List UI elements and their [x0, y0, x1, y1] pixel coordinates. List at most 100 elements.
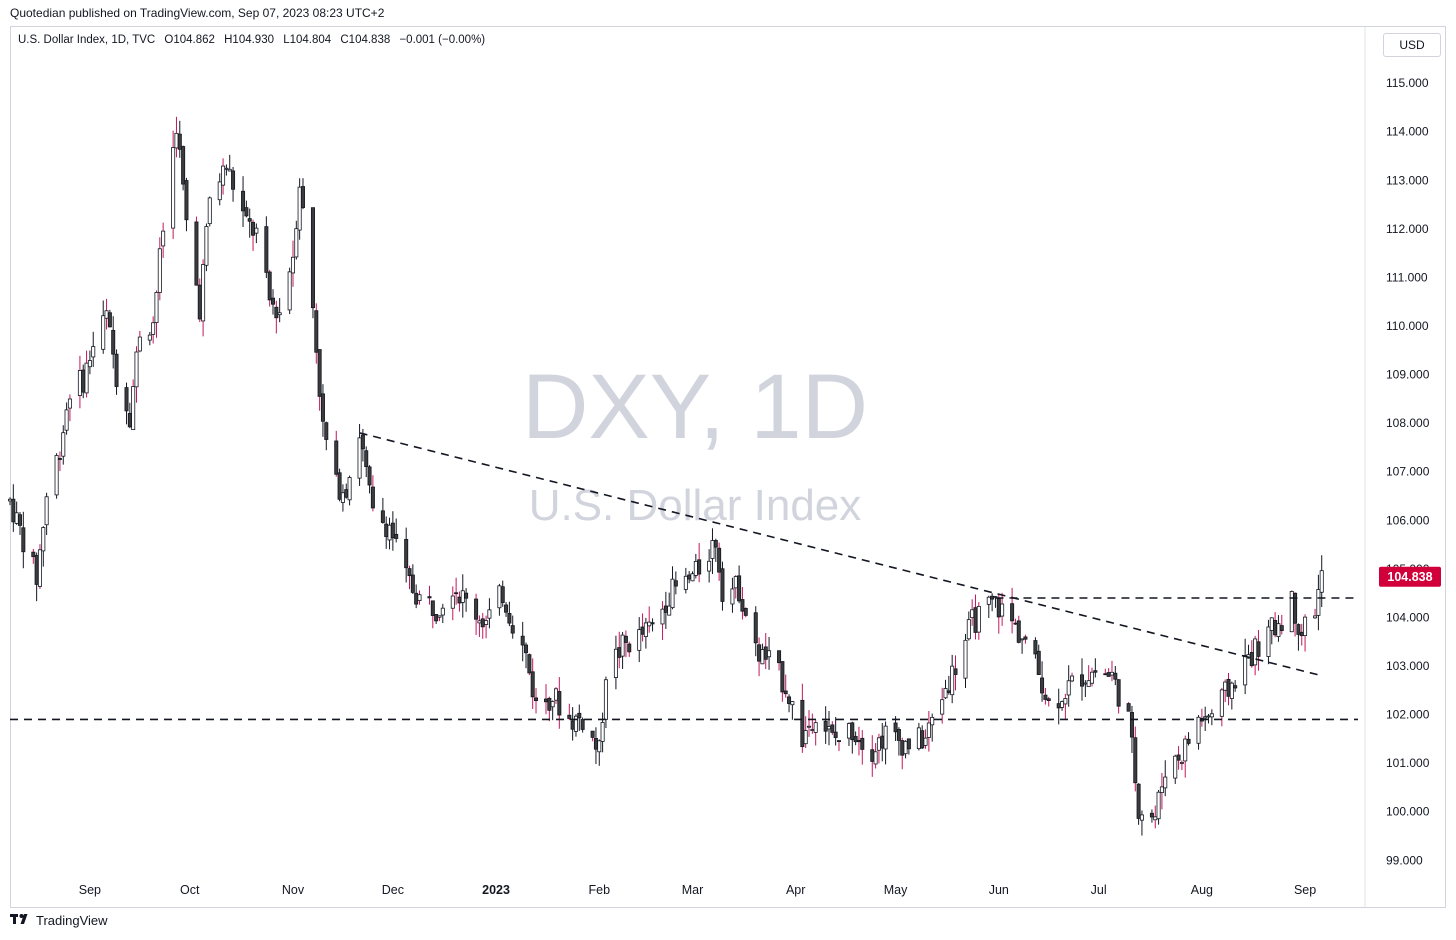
price-tick-label: 101.000: [1386, 756, 1430, 770]
candle-body: [807, 725, 812, 728]
candle-body: [900, 740, 905, 756]
time-axis[interactable]: Sep Oct Nov Dec 2023 Feb Mar Apr May Jun Jul Aug Sep: [79, 883, 1316, 897]
candle-body: [637, 629, 642, 651]
candle-body: [254, 227, 259, 234]
candle-body: [37, 549, 42, 587]
candle-body: [507, 613, 512, 624]
candle-body: [1219, 689, 1224, 717]
candle-body: [14, 512, 19, 524]
price-tick-label: 110.000: [1386, 319, 1429, 333]
candle-body: [57, 458, 62, 460]
candle-body: [740, 599, 745, 612]
price-tick-label: 103.000: [1386, 659, 1430, 673]
candle-body: [687, 574, 692, 580]
candle-body: [414, 592, 419, 605]
candle-body: [573, 715, 578, 732]
candle-body: [647, 621, 652, 627]
candle-body: [720, 568, 725, 602]
candle-body: [77, 370, 82, 396]
candle-body: [870, 749, 875, 762]
candle-body: [440, 607, 445, 616]
candle-body: [407, 568, 412, 577]
candle-body: [640, 626, 645, 635]
drawing-annotations[interactable]: [10, 432, 1358, 721]
candle-body: [1296, 624, 1301, 635]
candle-body: [154, 292, 159, 323]
candle-body: [1139, 814, 1144, 821]
candle-body: [813, 722, 818, 733]
candle-body: [1173, 755, 1178, 779]
candle-body: [833, 731, 838, 738]
candle-body: [127, 412, 132, 428]
candle-body: [510, 625, 515, 634]
candle-body: [943, 688, 948, 699]
candle-body: [297, 186, 302, 231]
candle-body: [347, 477, 352, 501]
candle-body: [1013, 622, 1018, 625]
candle-body: [267, 271, 272, 301]
currency-button[interactable]: USD: [1383, 33, 1441, 57]
candle-body: [457, 596, 462, 604]
candle-body: [504, 604, 509, 613]
candle-body: [670, 578, 675, 609]
candle-body: [1153, 816, 1158, 821]
candle-body: [1226, 678, 1231, 697]
price-axis[interactable]: 99.000 100.000 101.000 102.000 103.000 104.00…: [1364, 27, 1430, 907]
candle-body: [966, 619, 971, 640]
candle-body: [1256, 641, 1261, 657]
published-caption: Quotedian published on TradingView.com, …: [10, 6, 385, 20]
price-tick-label: 114.000: [1386, 125, 1429, 139]
candle-body: [314, 310, 319, 353]
candle-body: [87, 360, 92, 368]
candle-body: [787, 696, 792, 704]
candle-body: [320, 393, 325, 422]
candle-body: [1279, 625, 1284, 631]
candle-body: [404, 538, 409, 569]
candle-body: [893, 722, 898, 733]
candle-body: [1319, 570, 1324, 593]
candle-body: [1033, 640, 1038, 655]
candle-body: [940, 699, 945, 715]
candle-body: [577, 712, 582, 719]
candle-body: [613, 648, 618, 678]
candle-body: [450, 595, 455, 609]
candle-body: [244, 207, 249, 217]
candle-body: [147, 334, 152, 341]
tradingview-logo-icon: [10, 913, 32, 928]
candle-body: [174, 132, 179, 149]
candle-body: [926, 722, 931, 738]
candle-body: [387, 524, 392, 541]
candle-body: [434, 614, 439, 622]
price-tick-label: 108.000: [1386, 416, 1430, 430]
candle-body: [384, 523, 389, 537]
time-tick-label: Feb: [589, 883, 611, 897]
candle-body: [364, 450, 369, 468]
price-tick-label: 109.000: [1386, 368, 1430, 382]
legend-change: −0.001 (−0.00%): [399, 34, 486, 46]
candle-body: [623, 635, 628, 643]
candle-body: [224, 167, 229, 170]
price-tick-label: 115.000: [1386, 76, 1429, 90]
candle-body: [557, 691, 562, 716]
candle-body: [227, 168, 232, 172]
candle-body: [54, 455, 59, 496]
candle-body: [124, 387, 129, 412]
candle-body: [1116, 679, 1121, 707]
candle-body: [454, 592, 459, 595]
candle-body: [597, 740, 602, 753]
candle-body: [990, 595, 995, 600]
candle-body: [1266, 626, 1271, 657]
candle-body: [643, 622, 648, 638]
time-tick-label: Nov: [282, 883, 305, 897]
time-tick-label: Aug: [1191, 883, 1213, 897]
candle-body: [61, 432, 66, 457]
candle-body: [177, 133, 182, 150]
candle-body: [667, 605, 672, 616]
candle-body: [1066, 680, 1071, 696]
candle-body: [544, 698, 549, 703]
candle-body: [151, 322, 156, 335]
candle-body: [264, 226, 269, 273]
candle-body: [101, 315, 106, 350]
candle-body: [567, 714, 572, 719]
